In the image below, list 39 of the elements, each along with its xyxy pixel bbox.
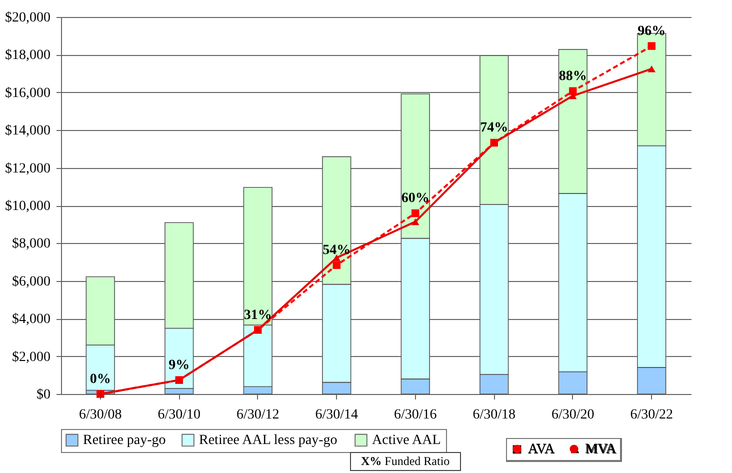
annotation: 60% [401,191,430,206]
y-tick-label: $8,000 [12,236,50,252]
point [412,218,420,226]
annotation: 74% [480,120,508,136]
x-tick-label: 6/30/22 [630,408,674,422]
y-tick-label: $18,000 [5,48,50,64]
y-tick-label: $12,000 [5,161,50,176]
y-tick-label: $2,000 [12,350,50,365]
annotation: 88% [558,69,587,84]
text: X% Funded Ratio [350,452,461,471]
point [648,42,656,50]
point [332,261,340,269]
legend-label: Retiree AAL less pay-go [199,433,338,448]
point [648,65,656,72]
point [569,92,577,100]
y-tick-label: $14,000 [5,124,50,139]
x-tick-label: 6/30/20 [551,408,594,422]
y-tick-label: $20,000 [5,10,50,26]
point [569,87,577,95]
y-tick-label: $0 [36,388,50,402]
legend-label: AVA [528,442,556,457]
annotation: 0% [90,372,111,387]
annotation: 9% [168,358,190,374]
legend-label: Active AAL [372,433,441,448]
point [412,209,420,218]
y-tick-label: $10,000 [5,199,50,214]
x-tick-label: 6/30/18 [472,408,516,422]
x-tick-label: 6/30/08 [78,408,122,422]
y-tick-label: $16,000 [5,86,50,101]
x-tick-label: 6/30/16 [394,408,437,422]
legend-label: Retiree pay-go [83,433,166,448]
x-tick-label: 6/30/12 [236,408,280,422]
x-tick-label: 6/30/14 [315,408,358,422]
point [332,254,340,262]
annotation: 54% [322,243,351,258]
y-tick-label: $6,000 [12,274,50,290]
annotation: 31% [244,308,272,323]
x-tick-label: 6/30/10 [158,408,201,422]
y-tick-label: $4,000 [12,312,50,328]
